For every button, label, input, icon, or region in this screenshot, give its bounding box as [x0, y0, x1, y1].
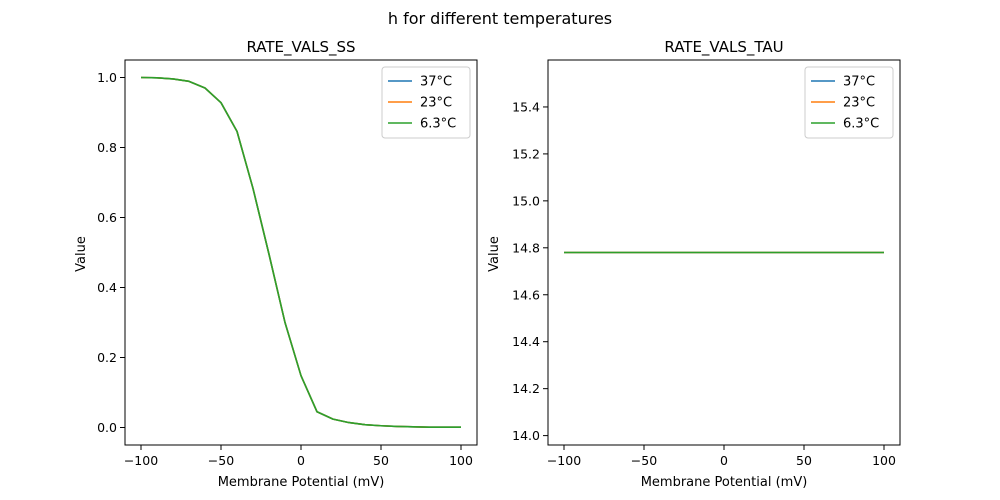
ss-ytick-label: 0.6 [97, 210, 117, 225]
tau-xtick-label: 50 [796, 453, 812, 468]
ss-ylabel: Value [74, 236, 89, 272]
tau-legend-label: 6.3°C [843, 117, 879, 132]
ss-xtick-label: 0 [297, 453, 305, 468]
tau-ytick-label: 15.4 [512, 99, 540, 114]
ss-xtick-label: 100 [449, 453, 473, 468]
ss-ytick-label: 0.8 [97, 140, 117, 155]
tau-legend-box [804, 66, 894, 139]
tau-xtick-label: 0 [720, 453, 728, 468]
ss-xtick-label: 50 [373, 453, 389, 468]
figure-suptitle: h for different temperatures [388, 9, 612, 28]
ss-title: RATE_VALS_SS [246, 38, 355, 57]
ss-ytick-label: 1.0 [97, 70, 117, 85]
tau-ytick-label: 14.4 [512, 334, 540, 349]
ss-legend-box [381, 66, 471, 139]
tau-legend-label: 37°C [843, 75, 875, 90]
tau-xtick-label: 100 [872, 453, 896, 468]
ss-xtick-label: −50 [208, 453, 234, 468]
ss-legend-label: 6.3°C [420, 117, 456, 132]
ss-legend-label: 23°C [420, 96, 452, 111]
ss-plot-area: −100 −50 0 50 100 0.0 0.2 0.4 0.6 0.8 1.0 37°C 23°C 6… [97, 59, 478, 468]
tau-ytick-label: 15.0 [512, 193, 540, 208]
tau-xtick-label: −50 [631, 453, 657, 468]
tau-legend-label: 23°C [843, 96, 875, 111]
tau-ytick-label: 14.6 [512, 287, 540, 302]
ss-xlabel: Membrane Potential (mV) [218, 475, 385, 490]
tau-xtick-label: −100 [547, 453, 581, 468]
ss-series-line [140, 76, 461, 428]
ss-subplot: RATE_VALS_SS Membrane Potential (mV) Val… [74, 38, 384, 490]
tau-ytick-label: 14.0 [512, 428, 540, 443]
tau-ytick-label: 14.2 [512, 381, 540, 396]
tau-ylabel: Value [487, 236, 502, 272]
tau-axes-frame [547, 59, 901, 446]
tau-xlabel: Membrane Potential (mV) [641, 475, 808, 490]
ss-ytick-label: 0.4 [97, 280, 117, 295]
tau-ytick-label: 14.8 [512, 240, 540, 255]
ss-legend-label: 37°C [420, 75, 452, 90]
ss-ytick-label: 0.0 [97, 420, 117, 435]
ss-xtick-label: −100 [124, 453, 158, 468]
tau-ytick-label: 15.2 [512, 146, 540, 161]
ss-axes-frame [124, 59, 478, 446]
tau-title: RATE_VALS_TAU [664, 38, 783, 57]
tau-legend: 37°C 23°C 6.3°C [804, 66, 894, 139]
ss-legend: 37°C 23°C 6.3°C [381, 66, 471, 139]
tau-subplot: RATE_VALS_TAU Membrane Potential (mV) Va… [487, 38, 807, 490]
ss-ytick-label: 0.2 [97, 350, 117, 365]
tau-plot-area: −100 −50 0 50 100 14.0 14.2 14.4 14.6 14.8 15.0 15.… [512, 59, 901, 468]
